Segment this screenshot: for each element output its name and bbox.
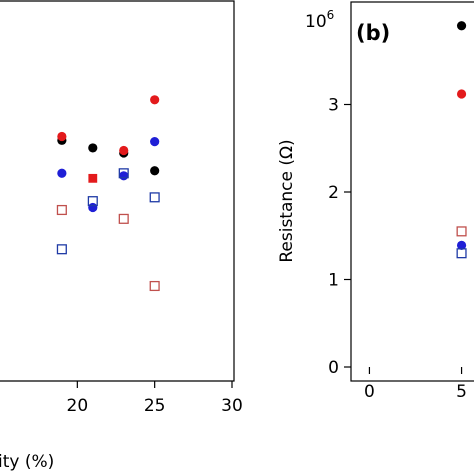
panel-b-data-points	[456, 21, 467, 259]
data-point	[88, 143, 98, 153]
panel-b-frame	[350, 1, 474, 382]
data-point	[88, 173, 98, 183]
panel-b-x-tick-label: 0	[364, 382, 375, 402]
panel-b-y-tick-label: 3	[328, 96, 339, 116]
panel-a-data-points	[56, 95, 160, 292]
data-point	[150, 166, 160, 176]
panel-b-y-scale-factor: 106	[305, 8, 334, 32]
data-point	[87, 196, 98, 207]
data-point	[456, 89, 467, 99]
data-point	[150, 137, 160, 147]
data-point	[119, 145, 129, 156]
data-point	[57, 131, 67, 142]
data-point	[456, 240, 467, 250]
panel-b-y-tick-label: 0	[328, 358, 339, 378]
data-point	[456, 248, 467, 259]
panel-a-x-ticks: 20 25 30	[67, 381, 243, 416]
panel-b-y-tick-label: 1	[328, 271, 339, 291]
data-point	[150, 95, 160, 105]
data-point	[456, 21, 467, 31]
panel-a-x-tick-label: 25	[144, 396, 166, 416]
panel-b-y-axis-label: Resistance (Ω)	[277, 139, 297, 262]
panel-b-label: (b)	[356, 21, 390, 45]
panel-b-y-tick-label: 2	[328, 183, 339, 203]
panel-a: 20 25 30 ity (%)	[0, 0, 243, 472]
data-point	[56, 204, 67, 216]
data-point	[56, 244, 67, 255]
panel-a-x-tick-label: 20	[67, 396, 89, 416]
data-point	[88, 202, 98, 213]
data-point	[119, 171, 129, 181]
data-point	[118, 213, 129, 224]
data-point	[149, 192, 160, 203]
panel-b-y-ticks: 0 1 2 3	[328, 96, 351, 378]
data-point	[149, 280, 160, 292]
data-point	[456, 226, 467, 237]
panel-b-x-tick-label: 5	[456, 382, 467, 402]
panel-a-x-tick-label: 30	[221, 396, 243, 416]
panel-a-x-axis-label: ity (%)	[0, 452, 54, 472]
data-point	[118, 168, 129, 179]
panel-a-frame	[0, 0, 235, 382]
data-point	[57, 168, 67, 178]
